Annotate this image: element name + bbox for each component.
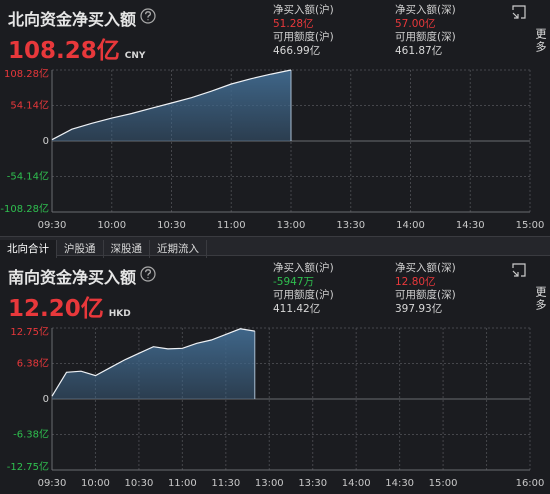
y-tick-label: -6.38亿 [13, 428, 49, 441]
x-tick-label: 13:00 [277, 220, 306, 231]
help-icon[interactable] [140, 266, 156, 282]
area-fill [52, 70, 291, 141]
stat-value: 57.00亿 [395, 18, 436, 30]
tab-bar: 北向合计 沪股通 深股通 近期流入 [0, 236, 550, 258]
total-value: 12.20亿 HKD [8, 289, 131, 323]
stat-value: 411.42亿 [273, 303, 321, 315]
stat-value: 461.87亿 [395, 45, 443, 57]
x-tick-label: 10:00 [97, 220, 126, 231]
tab[interactable]: 北向合计 [0, 240, 57, 258]
y-tick-label: 0 [43, 394, 49, 405]
y-tick-label: 6.38亿 [17, 356, 49, 369]
currency: HKD [108, 309, 131, 319]
help-circle [140, 266, 156, 282]
y-tick-label: 12.75亿 [10, 325, 49, 338]
header: 南向资金净买入额 12.20亿 HKD 净买入额(沪) -5947万 净买入额(深) 12.… [0, 258, 550, 322]
x-tick-label: 11:30 [211, 478, 240, 489]
x-tick-label: 15:00 [429, 478, 458, 489]
south-panel: 南向资金净买入额 12.20亿 HKD 净买入额(沪) -5947万 净买入额(深) 12.… [0, 258, 550, 494]
y-tick-label: 0 [43, 136, 49, 147]
x-tick-label: 09:30 [38, 478, 67, 489]
x-tick-label: 11:00 [168, 478, 197, 489]
x-tick-label: 10:30 [157, 220, 186, 231]
line [51, 328, 255, 397]
x-tick-label: 10:00 [81, 478, 110, 489]
expand-shape [512, 5, 526, 19]
x-tick-label: 11:00 [217, 220, 246, 231]
stat-label: 可用额度(沪) [273, 31, 334, 43]
x-tick-label: 13:30 [336, 220, 365, 231]
x-tick-label: 14:30 [385, 478, 414, 489]
x-tick-label: 14:30 [456, 220, 485, 231]
stat-value: -5947万 [273, 276, 315, 288]
line [51, 69, 292, 141]
stat-label: 净买入额(深) [395, 4, 456, 16]
y-tick-label: 108.28亿 [4, 67, 49, 80]
x-tick-label: 13:00 [255, 478, 284, 489]
y-tick-label: 54.14亿 [10, 99, 49, 112]
x-tick-label: 10:30 [124, 478, 153, 489]
help-icon[interactable] [140, 8, 156, 24]
expand-shape [512, 263, 526, 277]
x-tick-label: 13:30 [298, 478, 327, 489]
chart: 108.28亿 54.14亿 0 -54.14亿 -108.28亿 09:30 10:00 1… [0, 67, 545, 231]
area-fill [52, 328, 255, 399]
stat-label: 可用额度(深) [395, 31, 456, 43]
x-tick-label: 14:00 [396, 220, 425, 231]
tab[interactable]: 深股通 [104, 240, 150, 258]
currency: CNY [124, 51, 146, 61]
stat-value: 466.99亿 [273, 45, 321, 57]
stat-label: 净买入额(沪) [273, 4, 334, 16]
y-tick-label: -12.75亿 [7, 460, 49, 473]
x-tick-label: 16:00 [516, 478, 545, 489]
expand-icon[interactable] [511, 262, 527, 278]
help-mark [144, 269, 152, 279]
header: 北向资金净买入额 108.28亿 CNY 净买入额(沪) 51.28亿 净买入额(深) 57… [0, 0, 550, 64]
x-tick-label: 14:00 [342, 478, 371, 489]
panel-title: 南向资金净买入额 [8, 268, 137, 287]
total-text: 108.28亿 [8, 38, 120, 64]
stat-label: 净买入额(沪) [273, 262, 334, 274]
more-button[interactable]: 更多 [534, 28, 547, 54]
stat-value: 51.28亿 [273, 18, 314, 30]
stat-value: 397.93亿 [395, 303, 443, 315]
stat-label: 可用额度(深) [395, 289, 456, 301]
north-panel: 北向资金净买入额 108.28亿 CNY 净买入额(沪) 51.28亿 净买入额(深) 57… [0, 0, 550, 236]
total-text: 12.20亿 [8, 296, 104, 322]
total-value: 108.28亿 CNY [8, 31, 145, 65]
help-mark [144, 11, 152, 21]
help-circle [140, 8, 156, 24]
stat-label: 净买入额(深) [395, 262, 456, 274]
tab[interactable]: 近期流入 [150, 240, 207, 258]
chart: 12.75亿 6.38亿 0 -6.38亿 -12.75亿 09:30 10:00 10:30… [7, 325, 545, 489]
x-tick-label: 15:00 [516, 220, 545, 231]
x-tick-label: 09:30 [38, 220, 67, 231]
expand-icon[interactable] [511, 4, 527, 20]
y-tick-label: -54.14亿 [7, 170, 49, 183]
tab[interactable]: 沪股通 [57, 240, 104, 258]
stat-value: 12.80亿 [395, 276, 436, 288]
stat-label: 可用额度(沪) [273, 289, 334, 301]
panel-title: 北向资金净买入额 [8, 10, 137, 29]
more-button[interactable]: 更多 [534, 286, 547, 312]
y-tick-label: -108.28亿 [0, 202, 49, 215]
